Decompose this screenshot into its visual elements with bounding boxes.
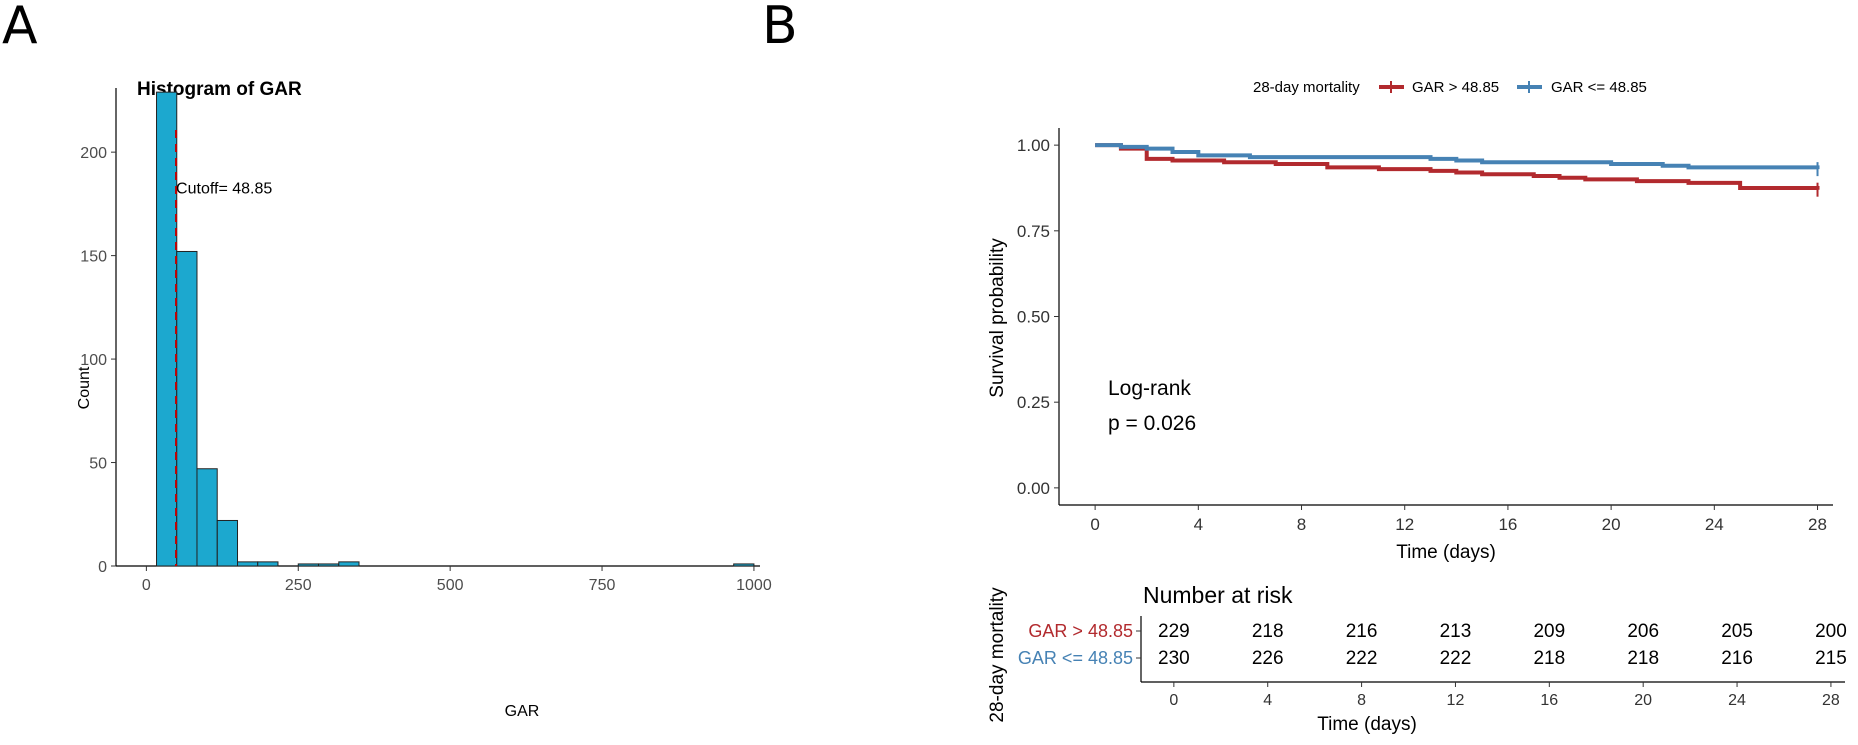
histogram-title: Histogram of GAR — [137, 79, 302, 100]
risk-count: 205 — [1721, 621, 1753, 642]
risk-row-label: GAR > 48.85 — [1028, 621, 1133, 641]
km-x-tick-label: 12 — [1395, 515, 1414, 534]
risk-count: 218 — [1627, 648, 1659, 669]
risk-count: 218 — [1252, 621, 1284, 642]
km-curve — [1095, 143, 1820, 170]
histogram-y-tick-label: 100 — [80, 352, 107, 369]
risk-table: Number at risk 28-day mortality GAR > 48… — [987, 582, 1847, 735]
risk-count: 230 — [1158, 648, 1190, 669]
histogram-y-tick-label: 150 — [80, 249, 107, 266]
histogram-x-tick-label: 750 — [589, 577, 616, 594]
km-panel: 28-day mortality GAR > 48.85 GAR <= 48.8… — [987, 79, 1833, 563]
risk-table-y-label: 28-day mortality — [987, 587, 1008, 723]
legend-title: 28-day mortality — [1253, 79, 1360, 96]
km-x-tick-label: 16 — [1498, 515, 1517, 534]
histogram-bar — [733, 563, 755, 567]
risk-count: 226 — [1252, 648, 1284, 669]
risk-count: 215 — [1815, 648, 1847, 669]
risk-count: 200 — [1815, 621, 1847, 642]
risk-count: 216 — [1346, 621, 1378, 642]
risk-count: 209 — [1533, 621, 1565, 642]
km-x-label: Time (days) — [1396, 542, 1496, 563]
histogram-axes: 0 50 100 150 200 0 250 500 750 1000 — [80, 88, 772, 594]
km-y-tick-label: 0.50 — [1017, 308, 1050, 327]
legend-label-high: GAR > 48.85 — [1412, 79, 1499, 96]
risk-x-tick-label: 16 — [1540, 692, 1558, 709]
risk-x-tick-label: 28 — [1822, 692, 1840, 709]
km-x-tick-label: 8 — [1297, 515, 1306, 534]
km-y-tick-label: 0.00 — [1017, 479, 1050, 498]
histogram-bar — [338, 561, 360, 567]
km-y-tick-label: 1.00 — [1017, 136, 1050, 155]
risk-count: 222 — [1440, 648, 1472, 669]
risk-x-tick-label: 4 — [1263, 692, 1272, 709]
km-x-tick-label: 0 — [1090, 515, 1099, 534]
histogram-y-label: Count — [76, 366, 93, 409]
km-curve — [1095, 143, 1820, 190]
histogram-y-tick-label: 0 — [98, 559, 107, 576]
risk-count: 229 — [1158, 621, 1190, 642]
km-y-tick-label: 0.75 — [1017, 222, 1050, 241]
histogram-bar — [156, 91, 178, 567]
pvalue-label: p = 0.026 — [1108, 412, 1196, 435]
risk-x-tick-label: 20 — [1634, 692, 1652, 709]
km-x-tick-label: 4 — [1194, 515, 1203, 534]
histogram-bar — [196, 468, 218, 567]
km-y-tick-label: 0.25 — [1017, 393, 1050, 412]
histogram-x-tick-label: 500 — [437, 577, 464, 594]
risk-x-tick-label: 0 — [1169, 692, 1178, 709]
risk-count: 213 — [1440, 621, 1472, 642]
risk-table-x-label: Time (days) — [1317, 714, 1417, 735]
risk-count: 218 — [1533, 648, 1565, 669]
logrank-label: Log-rank — [1108, 377, 1191, 400]
histogram-y-tick-label: 200 — [80, 145, 107, 162]
km-axes: 0.00 0.25 0.50 0.75 1.00 0 4 8 12 16 20 24 28 — [1017, 128, 1833, 534]
histogram-bar — [176, 250, 198, 567]
histogram-bar — [257, 561, 279, 567]
histogram-x-tick-label: 250 — [285, 577, 312, 594]
histogram-x-tick-label: 1000 — [736, 577, 772, 594]
risk-count: 206 — [1627, 621, 1659, 642]
histogram-bars — [156, 91, 755, 567]
risk-x-tick-label: 8 — [1357, 692, 1366, 709]
panel-label-a: A — [2, 0, 38, 56]
histogram-bar — [237, 561, 259, 567]
km-legend: 28-day mortality GAR > 48.85 GAR <= 48.8… — [1253, 79, 1647, 96]
km-x-tick-label: 28 — [1808, 515, 1827, 534]
risk-count: 222 — [1346, 648, 1378, 669]
histogram-bar — [297, 563, 319, 567]
histogram-bar — [216, 519, 239, 567]
km-y-label: Survival probability — [987, 238, 1008, 398]
risk-x-tick-label: 24 — [1728, 692, 1746, 709]
risk-x-tick-label: 12 — [1447, 692, 1465, 709]
risk-row-label: GAR <= 48.85 — [1018, 648, 1133, 668]
cutoff-label: Cutoff= 48.85 — [176, 181, 272, 198]
km-x-tick-label: 20 — [1602, 515, 1621, 534]
histogram-panel: Histogram of GAR 0 50 100 150 200 0 250 500 750 1… — [76, 79, 772, 720]
histogram-y-tick-label: 50 — [89, 456, 107, 473]
histogram-x-label: GAR — [505, 703, 540, 720]
km-curves — [1095, 143, 1820, 197]
legend-label-low: GAR <= 48.85 — [1551, 79, 1647, 96]
risk-count: 216 — [1721, 648, 1753, 669]
panel-label-b: B — [762, 0, 798, 56]
histogram-bar — [317, 563, 340, 567]
km-x-tick-label: 24 — [1705, 515, 1724, 534]
histogram-x-tick-label: 0 — [142, 577, 151, 594]
risk-table-title: Number at risk — [1143, 582, 1293, 608]
